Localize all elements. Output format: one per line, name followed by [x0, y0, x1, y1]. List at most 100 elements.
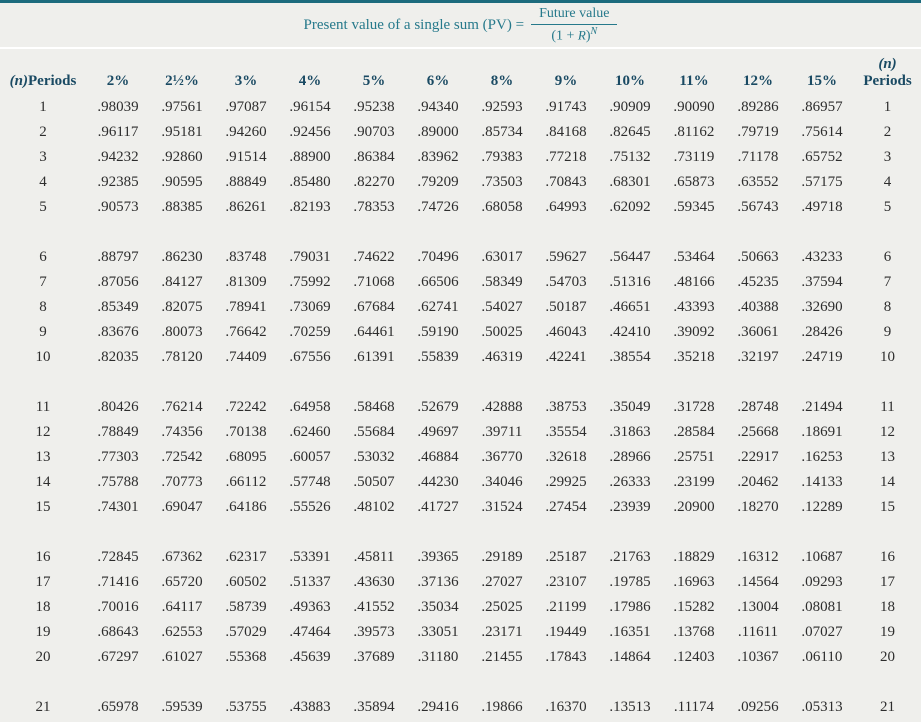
pv-factor-cell: .58349	[481, 274, 523, 290]
pv-factor-cell: .25751	[673, 449, 715, 465]
pv-factor-cell: .74726	[417, 199, 459, 215]
title-text: Present value of a single sum (PV) =	[303, 16, 525, 33]
rate-header: 6%	[426, 72, 450, 89]
pv-factor-cell: .90595	[161, 174, 203, 190]
pv-factor-cell: .16370	[545, 699, 587, 715]
pv-factor-cell: .85349	[97, 299, 139, 315]
period-cell-right: 17	[880, 574, 895, 590]
pv-factor-cell: .95181	[161, 124, 203, 140]
pv-factor-cell: .31524	[481, 499, 523, 515]
pv-factor-cell: .13004	[737, 599, 779, 615]
pv-factor-cell: .92385	[97, 174, 139, 190]
pv-factor-cell: .39711	[481, 424, 523, 440]
table-row: 21 .65978 .59539 .53755 .43883 .35894 .29416 .1…	[0, 695, 921, 720]
pv-factor-cell: .70016	[97, 599, 139, 615]
pv-factor-cell: .94232	[97, 149, 139, 165]
period-cell-left: 17	[35, 574, 51, 590]
pv-factor-cell: .21455	[481, 649, 523, 665]
rate-header: 11%	[679, 72, 709, 89]
pv-factor-cell: .13513	[609, 699, 651, 715]
pv-factor-cell: .43393	[673, 299, 715, 315]
pv-factor-cell: .42241	[545, 349, 587, 365]
pv-factor-cell: .59190	[417, 324, 459, 340]
pv-factor-cell: .78849	[97, 424, 139, 440]
pv-factor-cell: .16253	[801, 449, 843, 465]
pv-factor-cell: .68058	[481, 199, 523, 215]
pv-factor-cell: .85734	[481, 124, 523, 140]
pv-factor-cell: .53464	[673, 249, 715, 265]
pv-factor-cell: .62092	[609, 199, 651, 215]
pv-factor-cell: .56743	[737, 199, 779, 215]
pv-factor-cell: .60502	[225, 574, 267, 590]
pv-factor-cell: .23199	[673, 474, 715, 490]
pv-factor-cell: .79209	[417, 174, 459, 190]
pv-factor-cell: .14564	[737, 574, 779, 590]
pv-factor-cell: .35218	[673, 349, 715, 365]
period-cell-left: 15	[35, 499, 51, 515]
pv-factor-cell: .55368	[225, 649, 267, 665]
period-cell-right: 13	[880, 449, 895, 465]
pv-factor-cell: .88797	[97, 249, 139, 265]
pv-factor-cell: .23107	[545, 574, 587, 590]
pv-factor-cell: .43883	[289, 699, 331, 715]
pv-factor-cell: .19785	[609, 574, 651, 590]
periods-label: Periods	[863, 72, 912, 89]
pv-factor-cell: .94340	[417, 99, 459, 115]
pv-factor-cell: .78120	[161, 349, 203, 365]
pv-factor-cell: .64117	[161, 599, 203, 615]
pv-factor-cell: .74356	[161, 424, 203, 440]
pv-factor-cell: .06110	[801, 649, 843, 665]
period-cell-left: 8	[39, 299, 47, 315]
pv-factor-cell: .79031	[289, 249, 331, 265]
rate-header: 9%	[554, 72, 578, 89]
period-cell-right: 20	[880, 649, 895, 665]
pv-factor-cell: .62553	[161, 624, 203, 640]
pv-factor-cell: .83962	[417, 149, 459, 165]
group-spacer-row	[0, 370, 921, 395]
period-cell-right: 4	[883, 174, 892, 190]
table-row: 12 .78849 .74356 .70138 .62460 .55684 .49697 .3…	[0, 420, 921, 445]
pv-factor-cell: .49697	[417, 424, 459, 440]
pv-factor-cell: .19449	[545, 624, 587, 640]
pv-factor-cell: .21763	[609, 549, 651, 565]
pv-factor-cell: .42888	[481, 399, 523, 415]
pv-factor-cell: .39573	[353, 624, 395, 640]
pv-factor-cell: .29925	[545, 474, 587, 490]
pv-factor-cell: .94260	[225, 124, 267, 140]
pv-factor-cell: .18691	[801, 424, 843, 440]
pv-factor-cell: .18270	[737, 499, 779, 515]
pv-factor-cell: .31728	[673, 399, 715, 415]
pv-factor-cell: .75788	[97, 474, 139, 490]
pv-factor-cell: .64186	[225, 499, 267, 515]
period-cell-right: 1	[883, 99, 892, 115]
pv-factor-cell: .63552	[737, 174, 779, 190]
pv-factor-cell: .75614	[801, 124, 843, 140]
pv-factor-cell: .22917	[737, 449, 779, 465]
pv-factor-cell: .35049	[609, 399, 651, 415]
pv-factor-cell: .21494	[801, 399, 843, 415]
pv-factor-cell: .96117	[97, 124, 139, 140]
table-row: 4 .92385 .90595 .88849 .85480 .82270 .79209 .73…	[0, 170, 921, 195]
table-row: 20 .67297 .61027 .55368 .45639 .37689 .31180 .2…	[0, 645, 921, 670]
pv-factor-cell: .55839	[417, 349, 459, 365]
pv-factor-cell: .42410	[609, 324, 651, 340]
pv-factor-cell: .41727	[417, 499, 459, 515]
pv-factor-cell: .85480	[289, 174, 331, 190]
period-cell-left: 16	[35, 549, 51, 565]
pv-factor-cell: .62741	[417, 299, 459, 315]
rate-header: 8%	[490, 72, 514, 89]
period-cell-right: 12	[880, 424, 895, 440]
pv-factor-cell: .63017	[481, 249, 523, 265]
pv-factor-cell: .10367	[737, 649, 779, 665]
period-cell-left: 1	[39, 99, 47, 115]
pv-factor-cell: .27027	[481, 574, 523, 590]
pv-factor-cell: .98039	[97, 99, 139, 115]
table-row: 17 .71416 .65720 .60502 .51337 .43630 .37136 .2…	[0, 570, 921, 595]
pv-factor-cell: .90909	[609, 99, 651, 115]
pv-factor-cell: .72845	[97, 549, 139, 565]
pv-factor-cell: .44230	[417, 474, 459, 490]
period-cell-left: 10	[35, 349, 51, 365]
pv-factor-cell: .71068	[353, 274, 395, 290]
spacer-cell	[0, 220, 921, 245]
period-cell-left: 13	[35, 449, 51, 465]
